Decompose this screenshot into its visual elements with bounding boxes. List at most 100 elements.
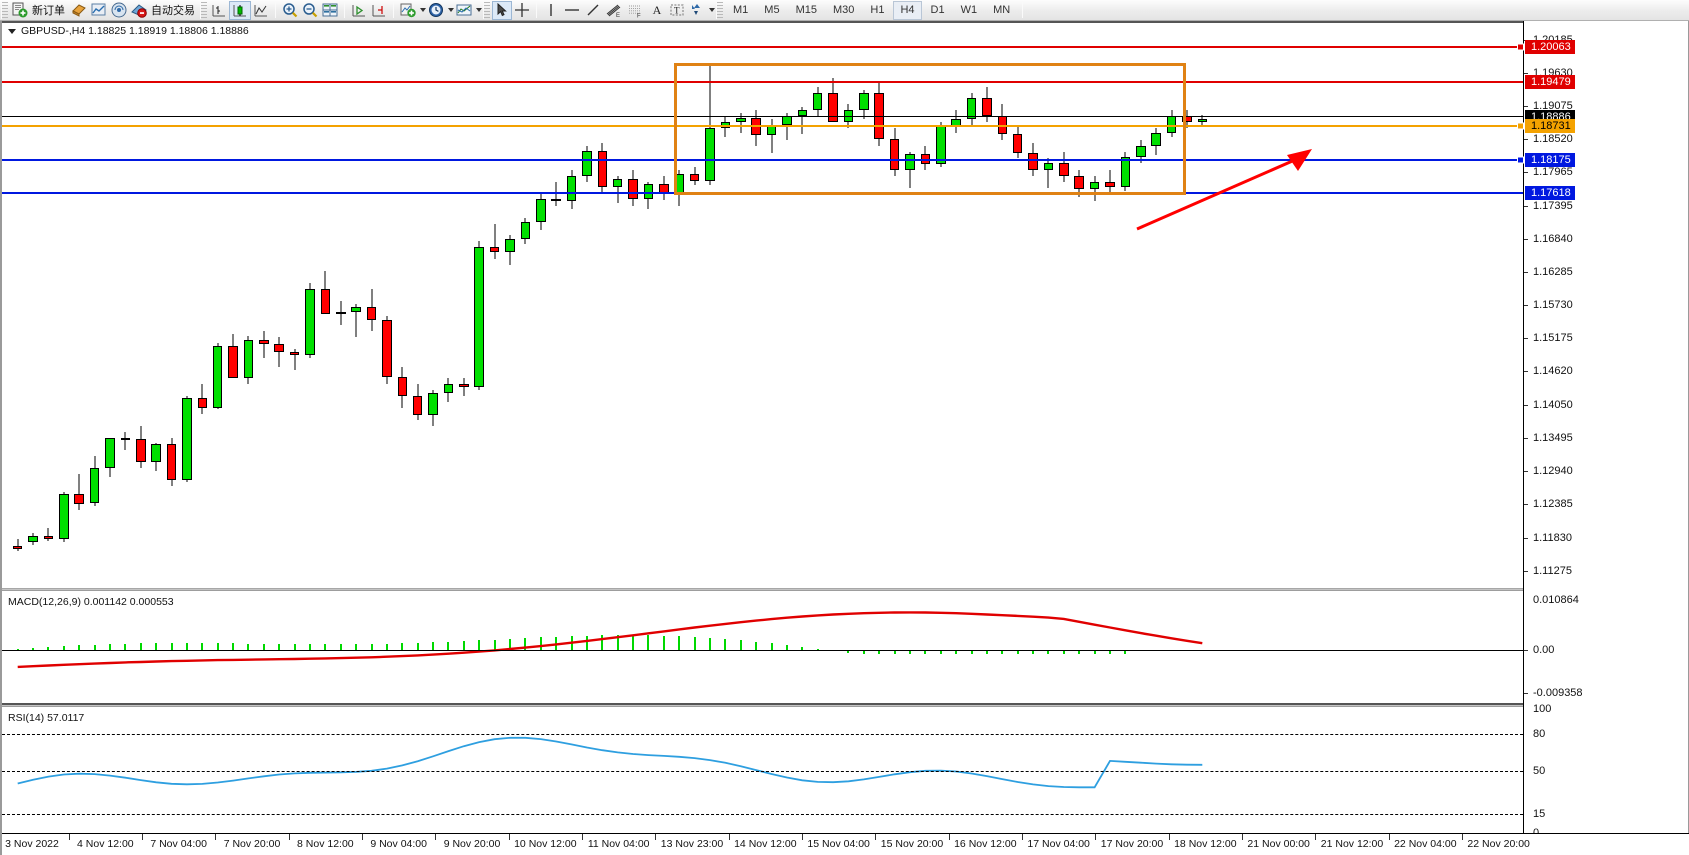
main-toolbar: 新订单 自动交易 <box>0 0 1689 21</box>
time-axis-label: 16 Nov 12:00 <box>954 838 1017 850</box>
chevron-down-icon-4[interactable] <box>709 8 715 12</box>
chart-canvas[interactable]: GBPUSD-,H4 1.18825 1.18919 1.18806 1.188… <box>2 21 1689 855</box>
macd-histogram-bar <box>1016 649 1019 654</box>
macd-pane[interactable]: MACD(12,26,9) 0.001142 0.000553 <box>2 593 1688 701</box>
autotrading-icon[interactable] <box>129 1 149 20</box>
period-icon[interactable] <box>426 1 446 20</box>
price-label-resistance-upper[interactable]: 1.20063 <box>1525 40 1575 55</box>
candle-wick <box>294 348 296 370</box>
chevron-down-icon[interactable] <box>420 8 426 12</box>
candle-body <box>1028 153 1038 170</box>
equidistant-channel-icon[interactable]: E <box>603 1 625 20</box>
candlestick <box>366 21 377 587</box>
candle-body <box>612 179 623 187</box>
price-label-support-upper[interactable]: 1.18175 <box>1525 152 1575 167</box>
candle-body <box>1043 162 1054 170</box>
time-axis-separator <box>948 834 950 840</box>
price-line-support-upper[interactable] <box>2 158 1524 161</box>
consolidation-rectangle[interactable] <box>674 62 1186 195</box>
price-tick: 1.18520 <box>1524 133 1573 145</box>
autotrading-label[interactable]: 自动交易 <box>151 5 195 17</box>
autoscroll-icon[interactable] <box>349 1 369 20</box>
text-label-icon[interactable]: T <box>667 1 687 20</box>
data-window-icon[interactable] <box>89 1 109 20</box>
price-line-resistance-upper[interactable] <box>2 46 1524 49</box>
timeframe-m5[interactable]: M5 <box>764 3 780 16</box>
new-order-label[interactable]: 新订单 <box>32 5 65 17</box>
price-line-resistance-lower[interactable] <box>2 80 1524 83</box>
macd-histogram-bar <box>524 638 527 650</box>
expert-advisors-icon[interactable] <box>69 1 89 20</box>
text-icon[interactable]: A <box>652 2 662 17</box>
price-line-last-price[interactable] <box>2 116 1524 118</box>
chart-shift-icon[interactable] <box>369 1 389 20</box>
timeframe-w1[interactable]: W1 <box>960 3 978 16</box>
timeframe-m1[interactable]: M1 <box>733 3 749 16</box>
zoom-in-icon[interactable] <box>280 1 300 20</box>
timeframe-m30[interactable]: M30 <box>832 3 855 16</box>
rsi-pane[interactable]: RSI(14) 57.0117 <box>2 709 1688 833</box>
candle-body <box>136 439 146 462</box>
crosshair-icon[interactable] <box>512 1 532 20</box>
price-label-current-level[interactable]: 1.18731 <box>1525 119 1575 134</box>
chart-menu-caret-icon[interactable] <box>8 28 16 34</box>
timeframe-h4[interactable]: H4 <box>893 0 922 20</box>
timeframe-h1[interactable]: H1 <box>870 3 885 16</box>
price-label-support-lower[interactable]: 1.17618 <box>1525 185 1575 200</box>
horizontal-line-icon[interactable] <box>561 1 583 20</box>
time-axis-label: 14 Nov 12:00 <box>734 838 797 850</box>
toolbar-grip-4[interactable] <box>716 1 723 19</box>
line-chart-icon[interactable] <box>251 1 271 20</box>
chart-title-bar[interactable]: GBPUSD-,H4 1.18825 1.18919 1.18806 1.188… <box>8 25 249 37</box>
toolbar-grip-2[interactable] <box>200 1 207 19</box>
timeframe-m15[interactable]: M15 <box>795 3 817 16</box>
candle-body <box>259 339 269 344</box>
timeframe-mn[interactable]: MN <box>993 3 1011 16</box>
templates-icon[interactable] <box>454 1 474 20</box>
candlestick <box>489 21 500 587</box>
candlestick <box>243 21 254 587</box>
price-line-handle[interactable] <box>1517 156 1524 164</box>
macd-pane-separator[interactable] <box>2 588 1688 591</box>
toolbar-grip-3[interactable] <box>483 1 490 19</box>
macd-tick: -0.009358 <box>1524 687 1583 699</box>
price-line-current-level[interactable] <box>2 125 1524 128</box>
candle-body <box>120 438 131 441</box>
chevron-down-icon-2[interactable] <box>448 8 454 12</box>
signals-icon[interactable] <box>109 1 129 20</box>
price-tick: 1.15730 <box>1524 299 1573 311</box>
time-axis-separator <box>508 834 510 840</box>
candlestick <box>397 21 408 587</box>
macd-histogram-bar <box>232 643 235 650</box>
zoom-out-icon[interactable] <box>300 1 320 20</box>
macd-histogram-bar <box>924 649 927 654</box>
candlestick <box>1059 21 1069 587</box>
candle-wick <box>124 432 126 450</box>
shapes-icon[interactable] <box>687 1 707 20</box>
bar-chart-icon[interactable] <box>209 1 229 20</box>
cursor-icon[interactable] <box>492 0 512 20</box>
grid-icon[interactable] <box>320 1 340 20</box>
price-scale[interactable]: 1.201851.196301.190751.185201.179651.173… <box>1523 21 1688 855</box>
trendline-icon[interactable] <box>583 1 603 20</box>
chevron-down-icon-3[interactable] <box>476 8 482 12</box>
price-line-handle[interactable] <box>1517 122 1524 130</box>
candlestick <box>43 21 54 587</box>
rsi-pane-separator[interactable] <box>2 704 1688 707</box>
indicators-icon[interactable] <box>398 1 418 20</box>
macd-histogram-bar <box>462 641 465 650</box>
toolbar-grip[interactable] <box>1 1 8 19</box>
time-axis[interactable]: 3 Nov 2022 4 Nov 12:00 7 Nov 04:00 7 Nov 20… <box>2 833 1689 855</box>
rsi-level-15 <box>2 814 1523 816</box>
candlestick <box>197 21 208 587</box>
new-order-icon[interactable] <box>10 1 30 20</box>
vertical-line-icon[interactable] <box>541 1 561 20</box>
time-axis-label: 3 Nov 2022 <box>5 838 59 850</box>
candle-body <box>551 198 561 201</box>
chart-window[interactable]: GBPUSD-,H4 1.18825 1.18919 1.18806 1.188… <box>0 21 1689 855</box>
price-line-handle[interactable] <box>1517 43 1524 51</box>
fibonacci-icon[interactable]: F <box>625 1 647 20</box>
candlestick-chart-icon[interactable] <box>229 0 251 20</box>
timeframe-d1[interactable]: D1 <box>930 3 945 16</box>
price-label-resistance-lower[interactable]: 1.19479 <box>1525 74 1575 89</box>
